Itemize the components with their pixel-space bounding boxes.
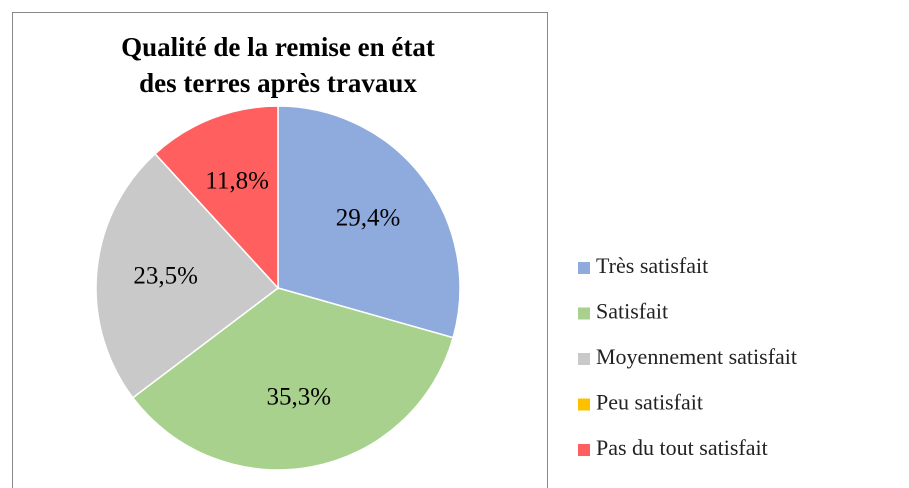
legend-label: Satisfait — [596, 299, 668, 324]
legend-swatch — [578, 398, 590, 411]
legend-swatch — [578, 353, 590, 365]
pie-slice — [154, 105, 279, 290]
legend-swatch — [578, 307, 590, 320]
pie-slice — [277, 105, 461, 339]
data-label: 35,3% — [267, 384, 332, 411]
legend-swatch — [578, 262, 590, 274]
pie-slice — [95, 152, 280, 399]
pie-slice — [131, 287, 455, 471]
data-label: 29,4% — [336, 205, 401, 232]
chart-title: des terres après travaux — [139, 68, 417, 98]
data-label: 11,8% — [205, 168, 269, 195]
legend-label: Moyennement satisfait — [596, 344, 797, 369]
legend-label: Pas du tout satisfait — [596, 435, 768, 460]
legend-label: Peu satisfait — [596, 390, 703, 415]
legend-label: Très satisfait — [596, 253, 708, 278]
chart-title: Qualité de la remise en état — [121, 32, 435, 62]
legend-swatch — [578, 444, 590, 456]
data-label: 23,5% — [133, 262, 198, 289]
